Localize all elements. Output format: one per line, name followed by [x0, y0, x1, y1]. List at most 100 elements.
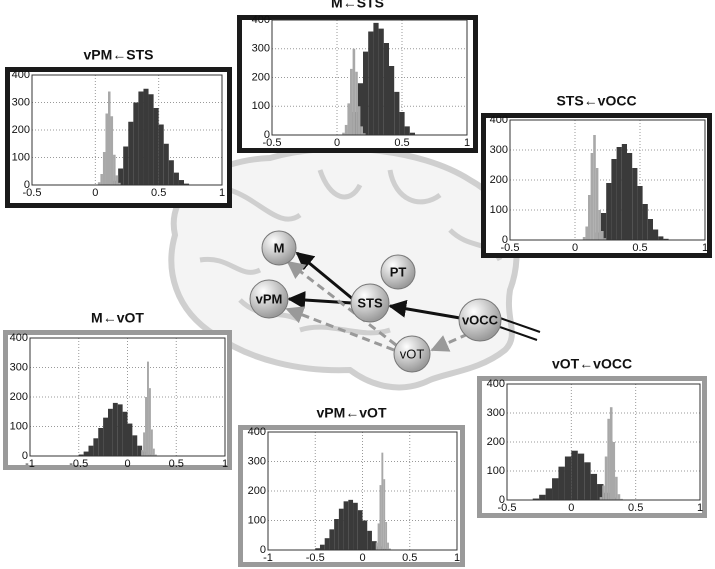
- histogram-bar: [616, 147, 622, 240]
- histogram-bar: [647, 219, 653, 240]
- histogram-bar: [617, 494, 621, 500]
- histogram-bar: [154, 454, 157, 456]
- y-tick-label: 200: [490, 174, 508, 186]
- y-tick-label: 100: [487, 465, 505, 477]
- y-tick-label: 300: [10, 361, 28, 373]
- histogram-bar: [383, 479, 386, 550]
- histogram-bar: [173, 172, 179, 185]
- y-tick-label: 200: [12, 124, 30, 136]
- y-tick-label: 0: [264, 129, 270, 141]
- panel-title: vPM←vOT: [316, 405, 386, 421]
- histogram-bar: [118, 182, 121, 185]
- x-tick-label: 0: [334, 137, 340, 149]
- y-tick-label: 100: [252, 100, 270, 112]
- histogram-bar: [132, 435, 138, 456]
- x-tick-label: -0.5: [501, 242, 520, 254]
- histogram-bar: [123, 146, 129, 185]
- histogram-bar: [108, 91, 111, 185]
- histogram-bar: [545, 488, 553, 500]
- histogram-bar: [115, 175, 119, 185]
- histogram-bar: [352, 48, 356, 135]
- histogram-bar: [377, 523, 380, 550]
- node-label: vPM: [256, 291, 283, 306]
- histogram-bar: [595, 168, 599, 240]
- histogram-bar: [375, 542, 378, 550]
- x-tick-label: 0: [92, 187, 98, 199]
- histogram-bar: [117, 404, 123, 456]
- x-tick-label: 1: [702, 242, 708, 254]
- x-tick-label: -0.5: [306, 552, 325, 564]
- panel-title: vPM←STS: [83, 47, 153, 63]
- y-tick-label: 300: [252, 43, 270, 55]
- plot-frame: [31, 74, 223, 186]
- node-circle: [380, 254, 416, 290]
- y-tick-label: 300: [12, 96, 30, 108]
- histogram-bar: [653, 229, 659, 240]
- histogram-bar: [597, 484, 604, 500]
- histogram-bar: [97, 182, 101, 185]
- histogram-bar: [113, 154, 116, 185]
- panel-title: STS←vOCC: [556, 93, 636, 109]
- histogram-bar: [363, 51, 369, 135]
- y-tick-label: 100: [490, 204, 508, 216]
- x-tick-label: 0.5: [169, 458, 184, 470]
- histogram-bar: [558, 466, 565, 500]
- y-tick-label: 100: [248, 514, 266, 526]
- histogram-bar: [357, 106, 361, 135]
- histogram-bar: [607, 418, 610, 500]
- histogram-bar: [385, 521, 388, 550]
- histogram-bar: [153, 108, 159, 185]
- node-circle: [458, 298, 502, 342]
- histogram-bar: [371, 541, 377, 550]
- histogram-bar: [363, 133, 366, 135]
- histogram-bar: [168, 160, 174, 185]
- histogram-bar: [373, 22, 379, 135]
- histogram-bar: [141, 450, 144, 456]
- histogram-bar: [342, 132, 345, 135]
- histogram-bar: [137, 445, 143, 456]
- histogram-bar: [152, 448, 155, 456]
- histogram-bar: [338, 508, 344, 550]
- histogram-bar: [100, 174, 103, 185]
- x-tick-label: 0.5: [394, 137, 409, 149]
- histogram-bar: [532, 498, 540, 500]
- histogram-bar: [355, 71, 358, 135]
- x-tick-label: 0: [572, 242, 578, 254]
- histogram-bar: [593, 135, 596, 240]
- histogram-bar: [367, 530, 372, 550]
- x-tick-label: 0: [359, 552, 365, 564]
- y-tick-label: 0: [499, 494, 505, 506]
- histogram-bar: [582, 237, 586, 240]
- histogram-bar: [347, 103, 350, 135]
- y-tick-label: 0: [24, 179, 30, 191]
- histogram-bar: [329, 529, 335, 550]
- histogram-bar: [78, 454, 84, 456]
- histogram-bar: [360, 126, 363, 135]
- histogram-bar: [343, 501, 349, 550]
- histogram-bar: [615, 476, 618, 500]
- histogram-bar: [148, 94, 154, 185]
- histogram-bar: [599, 497, 603, 500]
- y-tick-label: 400: [252, 14, 270, 26]
- x-tick-label: -1: [263, 552, 273, 564]
- histogram-bar: [606, 183, 612, 240]
- y-tick-label: 0: [260, 544, 266, 556]
- histogram-bar: [387, 542, 389, 550]
- histogram-bar: [88, 445, 94, 456]
- histogram-bar: [585, 226, 588, 240]
- y-tick-label: 200: [487, 436, 505, 448]
- x-tick-label: -1: [25, 458, 35, 470]
- histogram-bar: [143, 432, 146, 456]
- histogram-bar: [601, 231, 604, 240]
- histogram-bar: [663, 238, 669, 240]
- histogram-bar: [404, 126, 410, 135]
- histogram-bar: [110, 116, 114, 185]
- node-label: M: [274, 240, 285, 255]
- x-tick-label: 0.5: [402, 552, 417, 564]
- node-circle: [261, 230, 297, 266]
- y-tick-label: 400: [10, 332, 28, 344]
- histogram-bar: [577, 453, 585, 500]
- histogram-bar: [584, 462, 591, 500]
